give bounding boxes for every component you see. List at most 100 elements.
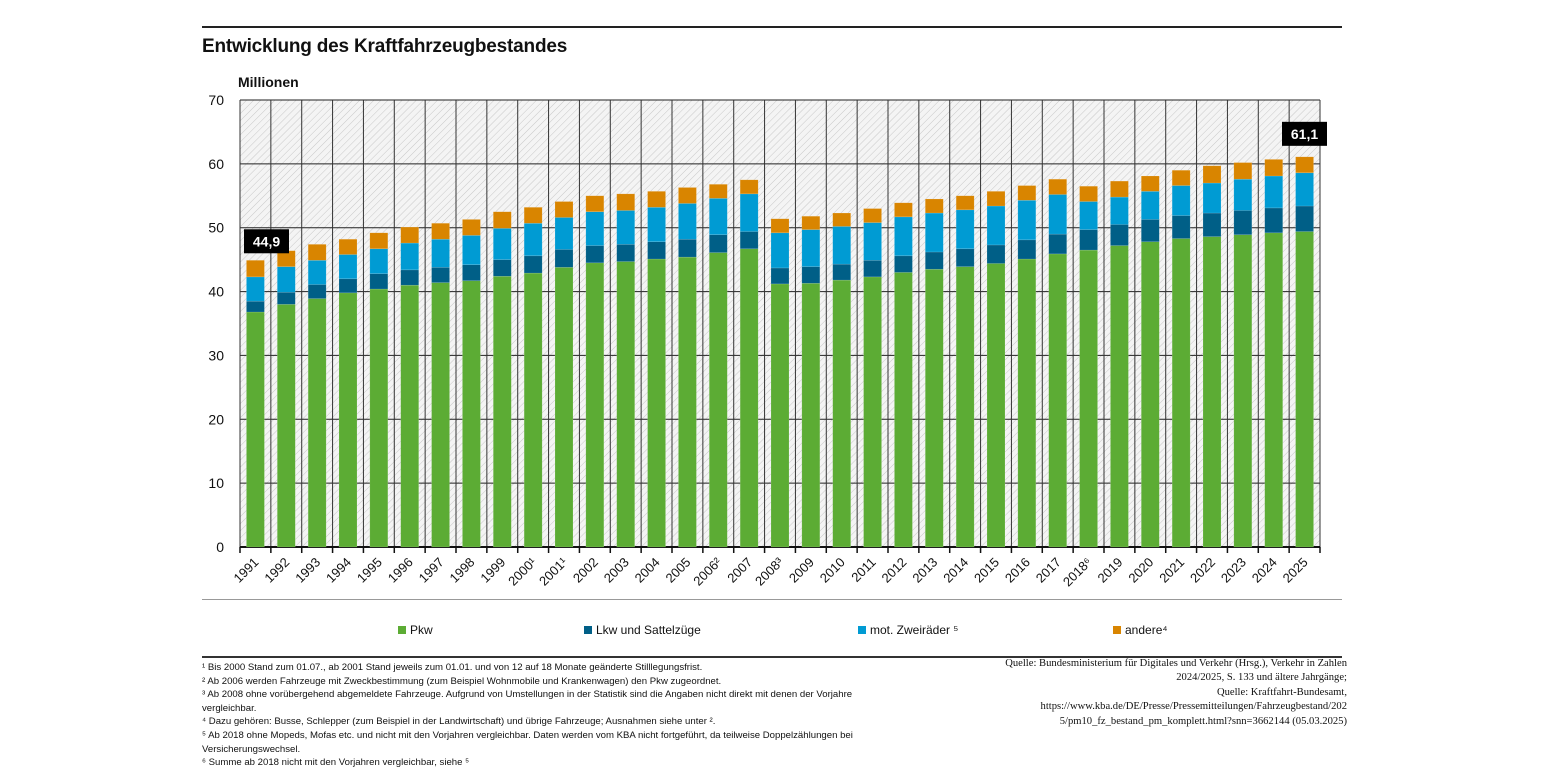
bar-segment — [523, 272, 543, 548]
bar-segment — [431, 238, 450, 268]
y-tick-label: 20 — [208, 411, 224, 427]
bar-segment — [307, 298, 327, 548]
bar-segment — [678, 187, 697, 204]
x-tick-label: 1992 — [261, 555, 292, 586]
source-line: Quelle: Kraftfahrt-Bundesamt, — [1216, 686, 1347, 698]
bar-segment — [1110, 224, 1129, 246]
bar-segment — [832, 263, 851, 281]
x-tick-label: 2025 — [1280, 555, 1311, 586]
bar-segment — [431, 222, 450, 240]
bar-segment — [739, 248, 759, 548]
bar-segment — [1202, 212, 1222, 237]
bar-segment — [1233, 234, 1253, 548]
bar-segment — [493, 275, 512, 548]
bar-segment — [986, 244, 1006, 264]
legend-item-pkw: Pkw — [398, 623, 433, 637]
bar-segment — [1017, 239, 1037, 260]
bar-segment — [925, 268, 944, 548]
bar-segment — [493, 228, 512, 260]
bar-segment — [246, 276, 265, 302]
bar-segment — [1264, 175, 1283, 209]
bar-segment — [1202, 165, 1222, 184]
bar-segment — [1171, 185, 1191, 216]
bar-segment — [1141, 191, 1160, 220]
bar-segment — [431, 267, 450, 283]
x-tick-label: 1995 — [354, 555, 385, 586]
source-line: https://www.kba.de/DE/Presse/Pressemitte… — [1040, 701, 1347, 713]
bar-segment — [801, 283, 821, 548]
x-tick-label: 1996 — [385, 555, 416, 586]
bar-segment — [400, 269, 419, 286]
bar-segment — [1048, 233, 1067, 255]
value-label-box — [244, 229, 289, 254]
bar-segment — [400, 226, 419, 244]
bar-segment — [863, 222, 882, 261]
bar-segment — [369, 248, 389, 274]
bar-segment — [1202, 236, 1222, 548]
bar-segment — [894, 255, 913, 273]
x-tick-label: 2018⁶ — [1060, 555, 1095, 590]
bar-segment — [1295, 156, 1314, 174]
bar-segment — [894, 272, 913, 548]
x-tick-label: 2013 — [909, 555, 940, 586]
bar-segment — [369, 288, 389, 548]
bar-segment — [1141, 175, 1160, 192]
bar-segment — [647, 191, 666, 208]
bar-segment — [585, 211, 605, 246]
bar-segment — [1141, 219, 1160, 243]
bar-segment — [1110, 196, 1129, 225]
bar-segment — [801, 215, 821, 230]
bar-segment — [1079, 249, 1098, 548]
bar-segment — [400, 284, 419, 548]
x-tick-label: 2012 — [878, 555, 909, 586]
footnote: ¹ Bis 2000 Stand zum 01.07., ab 2001 Sta… — [202, 662, 703, 673]
bar-segment — [616, 193, 635, 211]
bar-segment — [986, 263, 1006, 548]
bar-segment — [1017, 185, 1037, 201]
bar-segment — [955, 195, 975, 211]
x-tick-label: 1999 — [477, 555, 508, 586]
bar-segment — [338, 292, 358, 548]
bar-segment — [986, 205, 1006, 246]
bar-segment — [1171, 169, 1191, 186]
bar-segment — [647, 258, 666, 548]
y-tick-label: 40 — [208, 284, 224, 300]
bar-segment — [1079, 201, 1098, 230]
footnote: ⁴ Dazu gehören: Busse, Schlepper (zum Be… — [202, 716, 716, 728]
bar-segment — [801, 229, 821, 267]
bar-segment — [894, 202, 913, 218]
x-tick-label: 2020 — [1125, 555, 1156, 586]
source-line: Quelle: Bundesministerium für Digitales … — [1005, 658, 1347, 669]
bar-segment — [585, 195, 605, 213]
bar-segment — [739, 231, 759, 250]
bar-segment — [678, 238, 697, 258]
bar-segment — [554, 201, 574, 218]
bar-segment — [1264, 232, 1283, 548]
x-tick-label: 2010 — [817, 555, 848, 586]
x-tick-label: 2008³ — [752, 554, 787, 589]
x-tick-label: 2001¹ — [536, 554, 571, 589]
bar-segment — [1295, 231, 1314, 548]
bar-segment — [462, 280, 481, 548]
bar-segment — [431, 282, 450, 548]
x-tick-label: 1998 — [446, 555, 477, 586]
bar-segment — [369, 232, 389, 250]
bar-segment — [832, 212, 851, 227]
legend-label: mot. Zweiräder ⁵ — [870, 623, 959, 637]
legend: Pkw — [0, 623, 1545, 641]
x-tick-label: 1994 — [323, 555, 354, 586]
bar-segment — [801, 266, 821, 284]
x-tick-label: 2002 — [570, 555, 601, 586]
footnote: ⁶ Summe ab 2018 nicht mit den Vorjahren … — [202, 757, 470, 769]
x-tick-label: 2016 — [1002, 555, 1033, 586]
x-tick-label: 1993 — [292, 555, 323, 586]
source-note: Quelle: Bundesministerium für Digitales … — [927, 657, 1347, 729]
bar-segment — [554, 249, 574, 268]
x-tick-label: 2005 — [662, 555, 693, 586]
legend-swatch — [858, 626, 866, 634]
bar-segment — [1017, 200, 1037, 241]
bar-segment — [616, 244, 635, 262]
bar-segment — [246, 260, 265, 278]
bar-segment — [770, 283, 790, 548]
bar-segment — [678, 256, 697, 548]
